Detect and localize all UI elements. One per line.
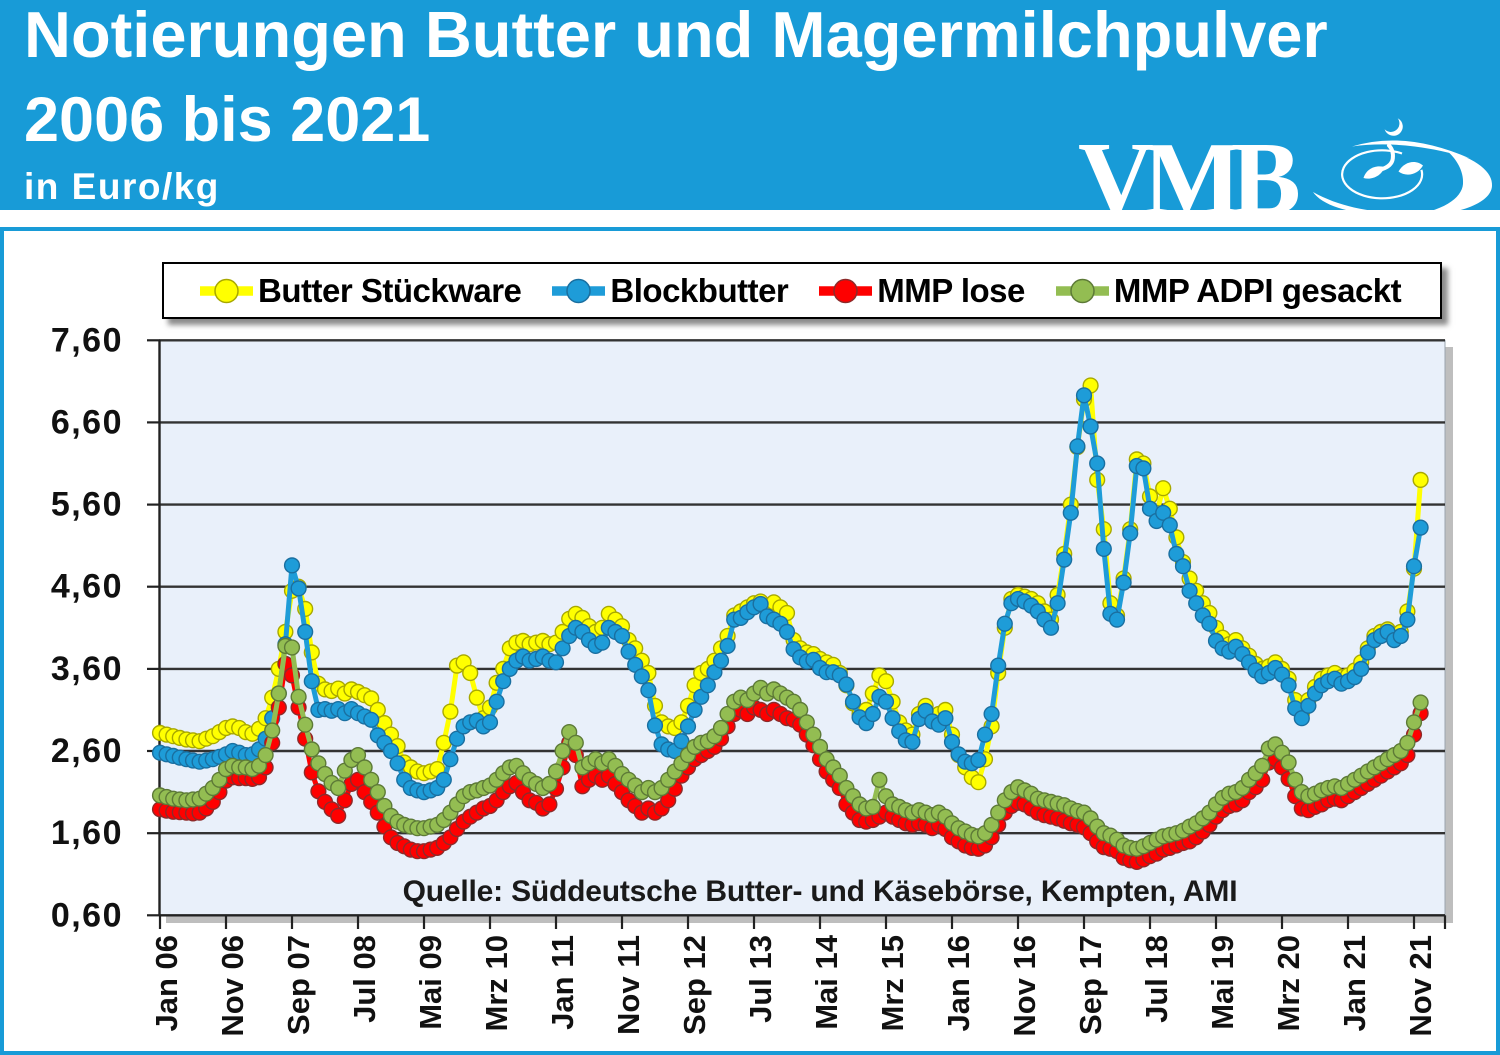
svg-text:Nov 11: Nov 11 [611, 935, 646, 1035]
svg-text:Mrz 20: Mrz 20 [1271, 935, 1306, 1031]
svg-text:Jan 16: Jan 16 [941, 935, 976, 1032]
svg-text:Sep 17: Sep 17 [1073, 935, 1108, 1035]
svg-text:Jul 08: Jul 08 [347, 935, 382, 1023]
svg-text:4,60: 4,60 [51, 568, 123, 606]
svg-text:Jan 06: Jan 06 [149, 935, 184, 1032]
svg-text:Mrz 15: Mrz 15 [875, 935, 910, 1031]
svg-text:Sep 07: Sep 07 [281, 935, 316, 1035]
svg-text:Jul 18: Jul 18 [1139, 935, 1174, 1023]
svg-text:2,60: 2,60 [51, 732, 123, 770]
svg-text:Jan 11: Jan 11 [545, 935, 580, 1030]
svg-text:0,60: 0,60 [51, 896, 123, 934]
svg-text:Quelle: Süddeutsche Butter- un: Quelle: Süddeutsche Butter- und Käsebörs… [403, 875, 1238, 908]
svg-text:Mrz 10: Mrz 10 [479, 935, 514, 1031]
svg-text:6,60: 6,60 [51, 403, 123, 441]
svg-text:5,60: 5,60 [51, 486, 123, 524]
svg-text:Mai 09: Mai 09 [413, 935, 448, 1030]
svg-text:1,60: 1,60 [51, 814, 123, 852]
svg-text:Nov 16: Nov 16 [1007, 935, 1042, 1037]
svg-text:Jan 21: Jan 21 [1337, 935, 1372, 1032]
svg-text:VMB: VMB [1078, 120, 1299, 230]
svg-text:Nov 06: Nov 06 [215, 935, 250, 1037]
svg-text:7,60: 7,60 [51, 321, 123, 359]
svg-text:Sep 12: Sep 12 [677, 935, 712, 1035]
svg-text:Jul 13: Jul 13 [743, 935, 778, 1023]
svg-text:3,60: 3,60 [51, 650, 123, 688]
svg-text:Mai 19: Mai 19 [1205, 935, 1240, 1030]
svg-text:Mai 14: Mai 14 [809, 934, 844, 1030]
svg-text:Nov 21: Nov 21 [1403, 935, 1438, 1037]
